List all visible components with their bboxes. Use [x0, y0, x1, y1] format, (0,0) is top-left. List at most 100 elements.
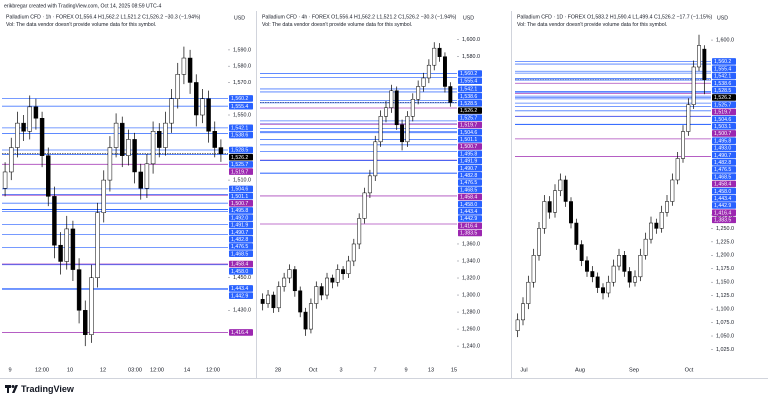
price-tag — [229, 329, 253, 336]
candle-body — [373, 141, 378, 177]
y-tick-label: 1,150.0 — [716, 280, 734, 286]
candle-body — [442, 56, 447, 87]
price-tag — [458, 100, 482, 107]
price-tag — [712, 151, 736, 159]
price-tag-label: 1,525.7 — [460, 115, 477, 121]
price-tag-label: 1,555.4 — [231, 104, 248, 110]
price-tag — [458, 157, 482, 165]
y-tick-label: 1,200.0 — [716, 253, 734, 259]
candle-body — [95, 212, 100, 278]
price-tag — [458, 136, 482, 143]
y-tick-label: 1,075.0 — [716, 320, 734, 326]
y-tick-label: 1,430.0 — [233, 308, 251, 314]
price-tag-label: 1,538.6 — [231, 133, 248, 139]
currency: USD — [717, 15, 728, 21]
price-tag — [229, 285, 253, 292]
price-tag — [229, 146, 253, 154]
candle-body — [633, 276, 637, 283]
price-tag — [229, 243, 253, 250]
price-tag — [458, 128, 482, 136]
candle-body — [2, 171, 8, 189]
candle-body — [46, 155, 51, 197]
candle-body — [585, 260, 589, 272]
panel-subtitle: Vol: The data vendor doesn't provide vol… — [262, 22, 412, 28]
candle-body — [622, 255, 627, 272]
price-tag-label: 1,442.9 — [714, 203, 731, 209]
price-tag-label: 1,491.9 — [460, 159, 477, 165]
price-tag-label: 1,468.5 — [714, 174, 731, 180]
price-tag-label: 1,443.4 — [231, 286, 248, 292]
price-tag-label: 1,442.9 — [460, 216, 477, 222]
price-tag — [712, 101, 736, 108]
candle-body — [276, 286, 281, 309]
candle-body — [83, 310, 88, 335]
price-tag-label: 1,538.6 — [714, 81, 731, 87]
candle-body — [515, 319, 520, 331]
panel-title: Palladium CFD · 4h · FOREX O1,556.4 H1,5… — [262, 14, 457, 20]
candle-body — [681, 131, 685, 159]
price-tag-label: 1,555.4 — [714, 66, 731, 72]
candle-body — [537, 228, 541, 256]
currency: USD — [234, 15, 245, 21]
price-tag — [458, 164, 482, 172]
candle-body — [405, 116, 410, 143]
price-tag — [712, 216, 736, 224]
candle-body — [659, 212, 664, 229]
price-tag — [229, 192, 253, 200]
price-tag-label: 1,528.5 — [460, 101, 477, 107]
x-tick-label: 7 — [373, 367, 376, 373]
candle-body — [357, 218, 362, 245]
price-tag-label: 1,476.5 — [231, 244, 248, 250]
price-tag-label: 1,458.0 — [460, 202, 477, 208]
candle-body — [282, 277, 287, 287]
price-tag — [229, 267, 253, 275]
price-tag — [229, 153, 253, 161]
candle-body — [181, 57, 187, 75]
candle-body — [89, 277, 94, 335]
y-tick-label: 1,340.0 — [462, 258, 480, 264]
price-tag — [712, 65, 736, 72]
y-tick-label: 1,590.0 — [233, 47, 251, 53]
candle-body — [697, 45, 701, 68]
price-tag-label: 1,383.5 — [460, 231, 477, 237]
price-tag — [712, 115, 736, 123]
candle-body — [76, 269, 82, 311]
candle-body — [163, 122, 168, 148]
price-tag — [458, 114, 482, 122]
price-tag-label: 1,519.7 — [714, 110, 731, 116]
y-tick-label: 1,260.0 — [462, 327, 480, 333]
price-tag-label: 1,490.7 — [231, 230, 248, 236]
candle-body — [27, 106, 32, 132]
price-tag-label: 1,542.1 — [231, 126, 248, 132]
price-tag-label: 1,525.7 — [231, 162, 248, 168]
y-tick-label: 1,550.0 — [233, 112, 251, 118]
candle-body — [335, 269, 340, 283]
candle-body — [346, 260, 351, 275]
price-tag — [229, 260, 253, 268]
candle-body — [175, 74, 180, 99]
candle-body — [638, 255, 643, 278]
y-tick-label: 1,510.0 — [233, 178, 251, 184]
price-tag — [229, 102, 253, 110]
candle-body — [531, 255, 536, 283]
price-tag-label: 1,458.4 — [460, 195, 477, 201]
price-tag — [458, 70, 482, 77]
price-tag — [229, 228, 253, 236]
panel-title: Palladium CFD · 1h · FOREX O1,556.4 H1,5… — [6, 14, 201, 20]
x-tick-label: Jul — [520, 367, 527, 373]
price-tag-label: 1,495.8 — [231, 208, 248, 214]
price-tag-label: 1,538.6 — [460, 94, 477, 100]
price-tag-label: 1,525.7 — [714, 102, 731, 108]
price-tag — [458, 186, 482, 194]
price-tag-label: 1,482.8 — [231, 237, 248, 243]
x-tick-label: 3 — [339, 367, 342, 373]
price-tag-label: 1,542.1 — [714, 74, 731, 80]
candle-body — [15, 122, 20, 148]
price-tag-label: 1,542.1 — [460, 87, 477, 93]
candle-body — [206, 98, 211, 132]
x-tick-label: 15 — [451, 367, 457, 373]
candle-body — [643, 238, 648, 256]
price-tag — [712, 79, 736, 87]
y-tick-label: 1,225.0 — [716, 239, 734, 245]
